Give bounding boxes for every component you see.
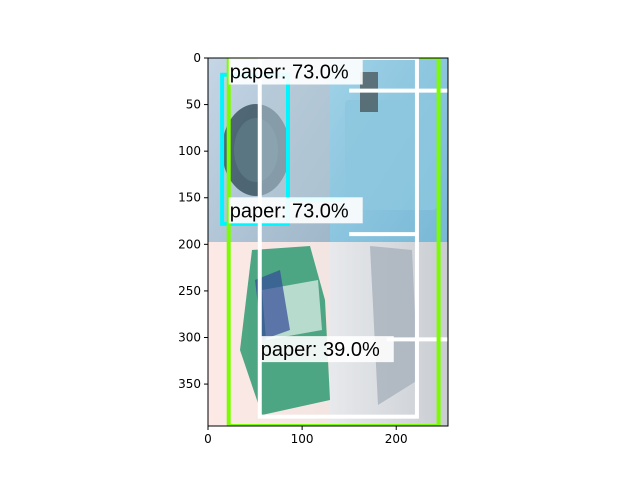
- y-tick-label: 300: [178, 330, 201, 344]
- ticks-layer: 0 100 200 0 50 100 150 200 250 300 350: [178, 51, 408, 446]
- foil-pack: [370, 246, 418, 405]
- detection-label: paper: 73.0%: [230, 200, 349, 222]
- mosaic-image: [208, 58, 448, 426]
- detections-layer: paper: 73.0% paper: 73.0% paper: 39.0%: [220, 58, 448, 426]
- y-tick-label: 150: [178, 191, 201, 205]
- detection-box: [226, 58, 441, 426]
- bottle-neck: [260, 62, 330, 202]
- y-tick-label: 100: [178, 144, 201, 158]
- axes-frame: [207, 57, 449, 427]
- y-tick-label: 250: [178, 284, 201, 298]
- detection-box: [257, 58, 419, 419]
- detection-label: paper: 39.0%: [261, 339, 380, 361]
- x-tick-label: 0: [204, 432, 212, 446]
- detection-label-bg: [228, 197, 363, 224]
- detection-label: paper: 73.0%: [230, 61, 349, 83]
- detection-label-bg: [259, 336, 394, 363]
- carton-face: [345, 100, 437, 210]
- x-tick-label: 100: [291, 432, 314, 446]
- y-tick-label: 350: [178, 377, 201, 391]
- y-tick-label: 0: [193, 51, 201, 65]
- can-blue: [255, 270, 290, 340]
- detection-label-bg: [228, 58, 363, 85]
- y-tick-label: 50: [186, 98, 201, 112]
- x-tick-label: 200: [385, 432, 408, 446]
- y-tick-label: 200: [178, 237, 201, 251]
